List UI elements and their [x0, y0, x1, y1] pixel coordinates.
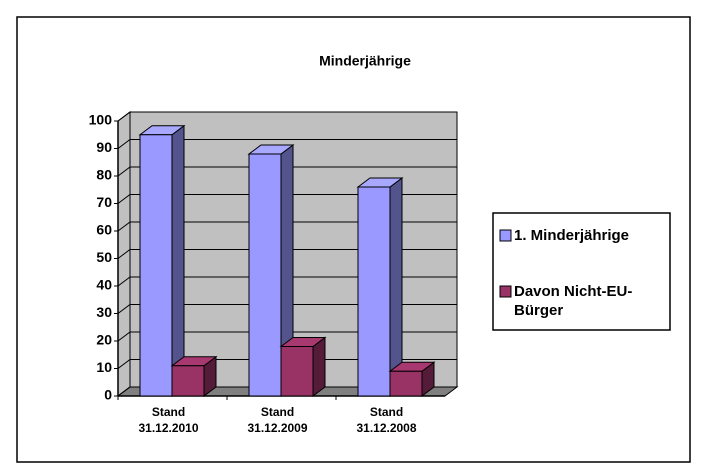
grid-line	[117, 111, 457, 122]
y-tick-label: 10	[96, 359, 112, 375]
grid-line	[117, 166, 457, 177]
legend-label: Davon Nicht-EU-Bürger	[514, 283, 633, 319]
legend-swatch	[499, 229, 512, 242]
legend-label: 1. Minderjährige	[514, 227, 630, 244]
bar	[247, 144, 295, 397]
bar-front	[171, 365, 205, 397]
legend-swatch	[499, 285, 512, 298]
grid-line	[117, 276, 457, 287]
y-tick-label: 20	[96, 332, 112, 348]
x-tick-label: Stand 31.12.2009	[247, 405, 308, 435]
grid-line	[117, 139, 457, 149]
y-tick-label: 80	[96, 167, 112, 183]
grid-line	[117, 221, 457, 232]
bar	[138, 124, 186, 397]
bar-side	[171, 124, 185, 397]
bar-front	[139, 134, 173, 397]
y-tick-label: 60	[96, 222, 112, 238]
grid-line	[117, 386, 457, 397]
bar-side	[312, 336, 326, 397]
bar	[279, 336, 327, 397]
y-tick-label: 90	[96, 139, 112, 155]
bar	[388, 361, 436, 397]
x-tick-label: Stand 31.12.2010	[138, 405, 199, 435]
bar	[170, 355, 218, 397]
bar	[356, 177, 404, 397]
grid-line	[117, 194, 457, 204]
grid-line	[117, 331, 457, 342]
bar-front	[357, 186, 391, 397]
y-tick-label: 40	[96, 277, 112, 293]
bar-front	[280, 346, 314, 397]
y-tick-label: 70	[96, 194, 112, 210]
bar-front	[248, 153, 282, 397]
bar-front	[389, 370, 423, 397]
y-tick-label: 30	[96, 304, 112, 320]
y-tick-label: 100	[89, 112, 113, 128]
y-tick-label: 50	[96, 249, 112, 265]
grid-line	[117, 249, 457, 259]
x-tick-label: Stand 31.12.2008	[356, 405, 417, 435]
grid-line	[117, 304, 457, 314]
grid-line	[117, 359, 457, 369]
y-tick-label: 0	[104, 387, 112, 403]
legend-box	[492, 212, 671, 331]
chart-title: Minderjährige	[319, 53, 411, 69]
